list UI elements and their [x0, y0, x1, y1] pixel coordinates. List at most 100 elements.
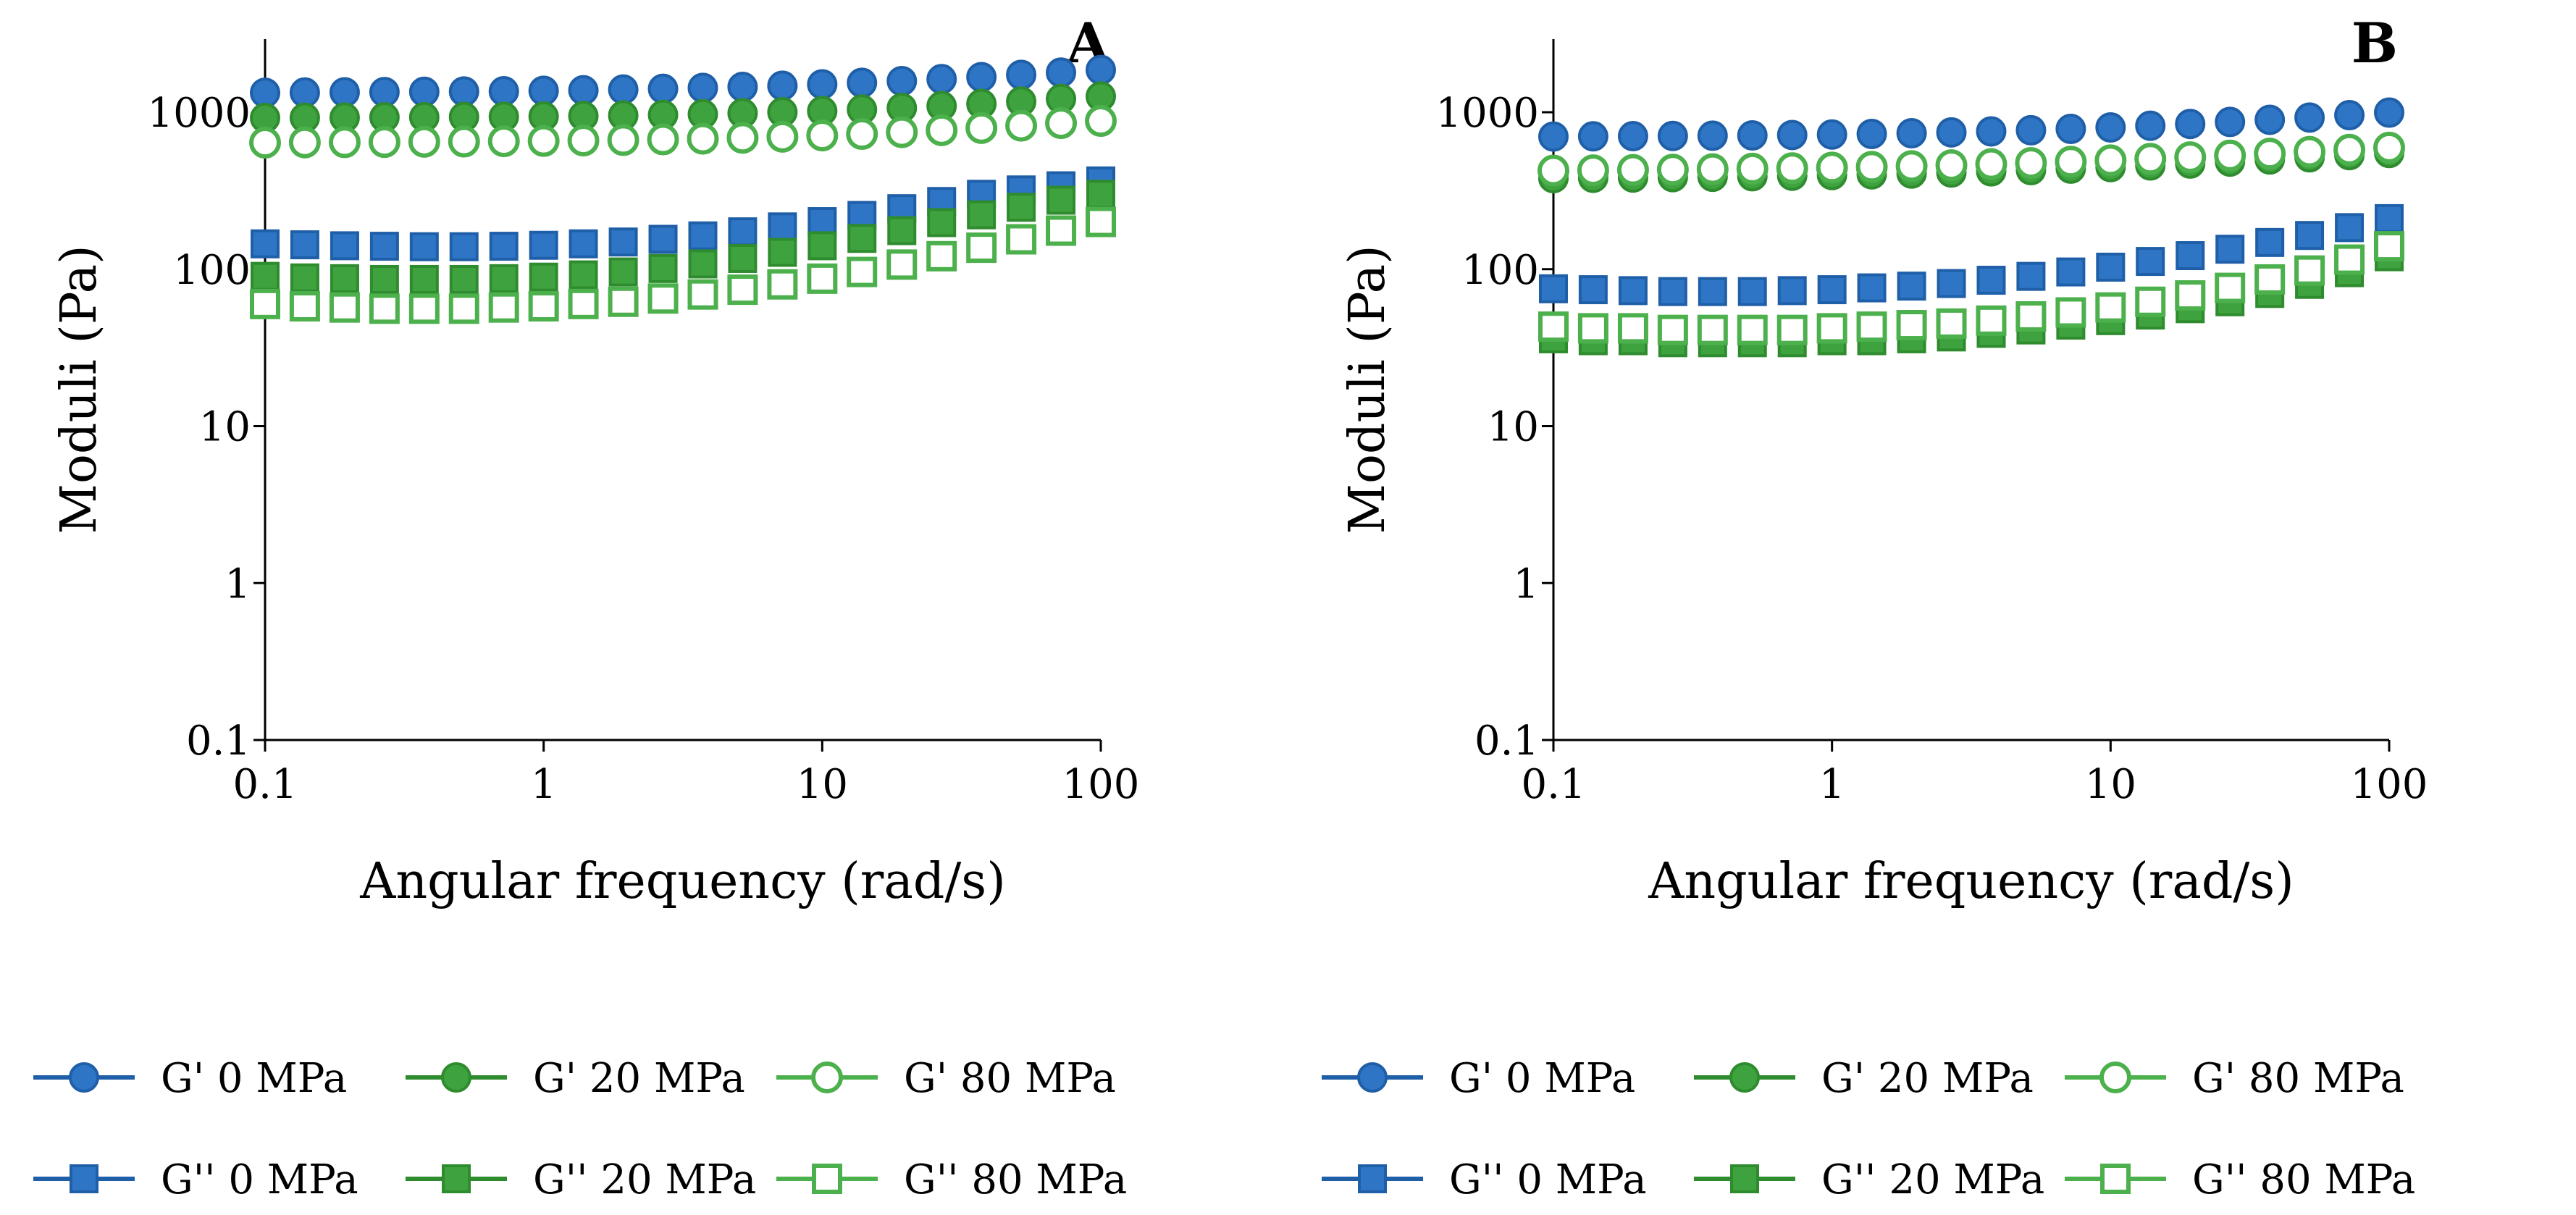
x-tick-label: 1: [531, 761, 557, 808]
y-tick-label: 100: [173, 247, 251, 294]
legend-label: G' 80 MPa: [904, 1055, 1116, 1102]
data-point: [1086, 180, 1115, 209]
legend-item: G' 20 MPa: [1694, 1055, 2034, 1102]
data-point: [2135, 110, 2166, 141]
data-point: [489, 264, 519, 293]
data-point: [1578, 275, 1608, 305]
data-point: [527, 125, 560, 157]
y-axis-title: Moduli (Pa): [1339, 245, 1396, 534]
data-point: [887, 216, 917, 245]
data-point: [1085, 105, 1117, 138]
data-point: [647, 123, 679, 156]
series-5: [1538, 231, 2404, 345]
legend-label: G' 20 MPa: [1821, 1055, 2034, 1102]
y-tick-label: 10: [1488, 404, 1539, 451]
data-point: [1737, 119, 1768, 151]
data-point: [528, 291, 559, 322]
data-point: [728, 243, 758, 273]
data-point: [2254, 138, 2286, 170]
data-point: [1817, 275, 1847, 305]
data-point: [409, 232, 439, 261]
data-point: [1617, 121, 1648, 152]
data-point: [568, 75, 599, 106]
data-point: [1657, 314, 1688, 345]
legend-marker: [811, 1061, 843, 1093]
data-point: [1816, 119, 1847, 150]
data-point: [966, 232, 997, 264]
data-point: [1045, 107, 1078, 140]
data-point: [687, 279, 718, 310]
data-point: [488, 292, 519, 323]
data-point: [408, 76, 440, 107]
data-point: [927, 208, 957, 237]
chart-svg-a: 0.1 1 10 100 0.1 1 10 100 1000 Angular frequency …: [33, 11, 1140, 1203]
y-tick-label: 1000: [1435, 90, 1539, 137]
data-point: [807, 207, 837, 237]
data-point: [2334, 244, 2365, 275]
series-2: [1537, 131, 2405, 187]
data-point: [1577, 154, 1609, 187]
data-point: [2374, 97, 2404, 128]
data-point: [886, 116, 918, 148]
data-point: [1937, 269, 1966, 298]
data-point: [408, 125, 440, 158]
data-point: [608, 74, 639, 105]
x-tick-label: 1: [1819, 761, 1845, 808]
y-tick-label: 0.1: [186, 718, 251, 765]
y-tick-label: 0.1: [1474, 718, 1539, 765]
data-point: [369, 264, 399, 294]
data-point: [966, 62, 997, 93]
data-point: [369, 77, 400, 108]
data-point: [2135, 286, 2166, 317]
data-point: [2015, 114, 2047, 146]
legend-label: G' 0 MPa: [161, 1055, 347, 1102]
data-point: [249, 127, 281, 159]
x-tick-label: 100: [1062, 761, 1140, 808]
data-point: [1737, 277, 1767, 306]
data-point: [1896, 310, 1927, 341]
data-point: [1539, 274, 1568, 303]
data-point: [2134, 143, 2167, 175]
data-point: [926, 240, 957, 272]
data-point: [2056, 257, 2086, 287]
data-point: [648, 224, 678, 254]
data-point: [1816, 151, 1848, 184]
data-point: [408, 293, 440, 324]
data-point: [2176, 241, 2205, 271]
data-point: [1618, 276, 1648, 306]
data-point: [2215, 235, 2245, 264]
data-point: [647, 73, 679, 104]
series-5: [250, 206, 1116, 324]
data-point: [2214, 139, 2246, 172]
data-point: [1046, 215, 1077, 246]
data-point: [1006, 224, 1037, 255]
data-point: [2334, 100, 2365, 131]
data-point: [2375, 203, 2404, 233]
data-point: [2175, 109, 2206, 140]
legend-label: G'' 0 MPa: [161, 1156, 358, 1203]
legend-label: G' 20 MPa: [533, 1055, 745, 1102]
data-point: [1896, 117, 1927, 148]
x-tick-label: 0.1: [232, 761, 297, 808]
data-point: [1698, 277, 1727, 306]
data-point: [926, 114, 958, 146]
data-point: [608, 257, 638, 287]
data-point: [330, 264, 359, 293]
data-point: [567, 125, 600, 157]
data-point: [251, 229, 280, 258]
data-point: [846, 118, 878, 151]
data-point: [1976, 266, 2006, 295]
x-axis-title: Angular frequency (rad/s): [1648, 853, 2294, 910]
data-point: [2333, 133, 2366, 166]
data-point: [647, 283, 679, 314]
data-point: [2374, 231, 2404, 262]
data-point: [926, 64, 957, 95]
data-point: [1856, 119, 1887, 150]
legend-marker: [1730, 1164, 1759, 1193]
data-point: [449, 232, 479, 261]
data-point: [2294, 102, 2325, 133]
legend-label: G' 80 MPa: [2192, 1055, 2404, 1102]
data-point: [608, 227, 638, 257]
data-point: [1776, 314, 1808, 345]
data-point: [2175, 280, 2206, 311]
